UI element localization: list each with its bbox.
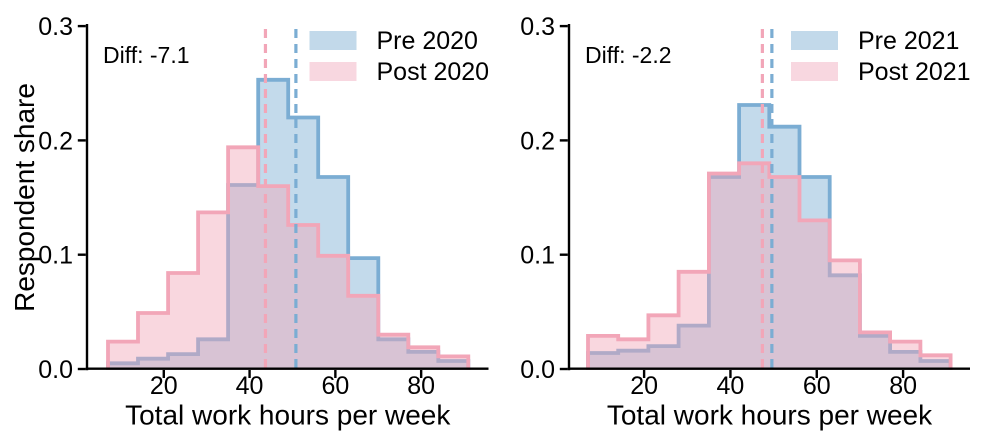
legend: Pre 2020 Post 2020 — [309, 27, 490, 86]
y-tick-label: 0.3 — [520, 13, 555, 41]
x-tick-label: 60 — [321, 372, 349, 400]
y-tick-label: 0.1 — [38, 242, 73, 270]
y-tick-label: 0.0 — [520, 356, 555, 384]
x-tick-label: 40 — [717, 372, 745, 400]
legend-item-post-2021: Post 2021 — [791, 58, 971, 86]
y-tick-label: 0.2 — [520, 127, 555, 155]
pre-2021-histogram-outline — [586, 103, 953, 370]
x-tick-label: 40 — [236, 372, 264, 400]
diff-annotation: Diff: -7.1 — [103, 42, 190, 68]
post-2021-histogram-fill — [588, 163, 951, 370]
legend-label-post-2020: Post 2020 — [377, 58, 490, 86]
post-2020-histogram-outline — [106, 145, 471, 370]
post-2021-histogram-outline — [586, 161, 953, 370]
y-tick-label: 0.1 — [520, 242, 555, 270]
pre-2021-histogram-fill — [588, 105, 951, 370]
y-axis-label: Respondent share — [9, 83, 40, 312]
legend-item-post-2020: Post 2020 — [309, 58, 490, 86]
x-tick-label: 20 — [150, 372, 178, 400]
x-tick-label: 60 — [803, 372, 831, 400]
legend-label-pre-2020: Pre 2020 — [377, 27, 478, 55]
legend-swatch-post-2020 — [309, 62, 357, 81]
y-tick-label: 0.0 — [38, 356, 73, 384]
x-tick-label: 20 — [630, 372, 658, 400]
legend-item-pre-2021: Pre 2021 — [791, 27, 959, 55]
legend-swatch-pre-2020 — [309, 31, 357, 50]
legend-label-post-2021: Post 2021 — [858, 58, 971, 86]
legend: Pre 2021 Post 2021 — [791, 27, 971, 86]
legend-swatch-pre-2021 — [791, 31, 838, 50]
x-axis-label: Total work hours per week — [125, 400, 451, 431]
x-tick-label: 80 — [407, 372, 435, 400]
x-axis-label: Total work hours per week — [607, 400, 933, 431]
legend-item-pre-2020: Pre 2020 — [309, 27, 478, 55]
y-tick-label: 0.2 — [38, 127, 73, 155]
diff-annotation: Diff: -2.2 — [585, 42, 672, 68]
legend-label-pre-2021: Pre 2021 — [858, 27, 959, 55]
y-tick-label: 0.3 — [38, 13, 73, 41]
x-tick-label: 80 — [889, 372, 917, 400]
legend-swatch-post-2021 — [791, 62, 838, 81]
pre-2020-histogram-outline — [106, 77, 471, 370]
